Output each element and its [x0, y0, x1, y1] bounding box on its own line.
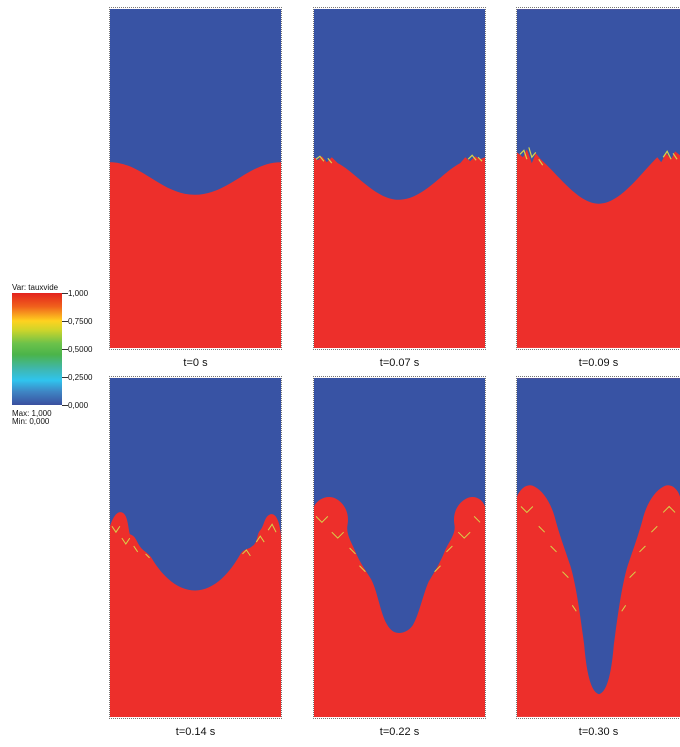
time-label: t=0.07 s	[379, 357, 420, 369]
legend-tick	[62, 405, 68, 406]
legend-tick	[62, 377, 68, 378]
legend-tick-label: 0,2500	[68, 373, 93, 382]
time-label: t=0 s	[183, 357, 208, 369]
simulation-field	[313, 376, 486, 719]
simulation-field	[313, 7, 486, 350]
time-label: t=0.09 s	[578, 357, 619, 369]
legend-tick-label: 1,000	[68, 289, 89, 298]
time-label: t=0.14 s	[175, 726, 216, 738]
time-label: t=0.30 s	[578, 726, 619, 738]
legend-min: Min: 0,000	[12, 417, 50, 426]
legend-title: Var: tauxvide	[12, 283, 59, 292]
simulation-field	[109, 7, 282, 350]
legend-tick	[62, 321, 68, 322]
colorbar	[12, 293, 62, 405]
time-label: t=0.22 s	[379, 726, 420, 738]
simulation-field	[109, 376, 282, 719]
simulation-field	[516, 376, 680, 719]
legend-tick	[62, 293, 68, 294]
legend-tick	[62, 349, 68, 350]
legend-tick-label: 0,7500	[68, 317, 93, 326]
legend-tick-label: 0,5000	[68, 345, 93, 354]
legend-max: Max: 1,000	[12, 409, 52, 418]
color-legend: Var: tauxvide 1,000 0,7500 0,5000 0,2500…	[0, 283, 100, 426]
legend-tick-label: 0,000	[68, 401, 89, 410]
simulation-field	[516, 7, 680, 350]
